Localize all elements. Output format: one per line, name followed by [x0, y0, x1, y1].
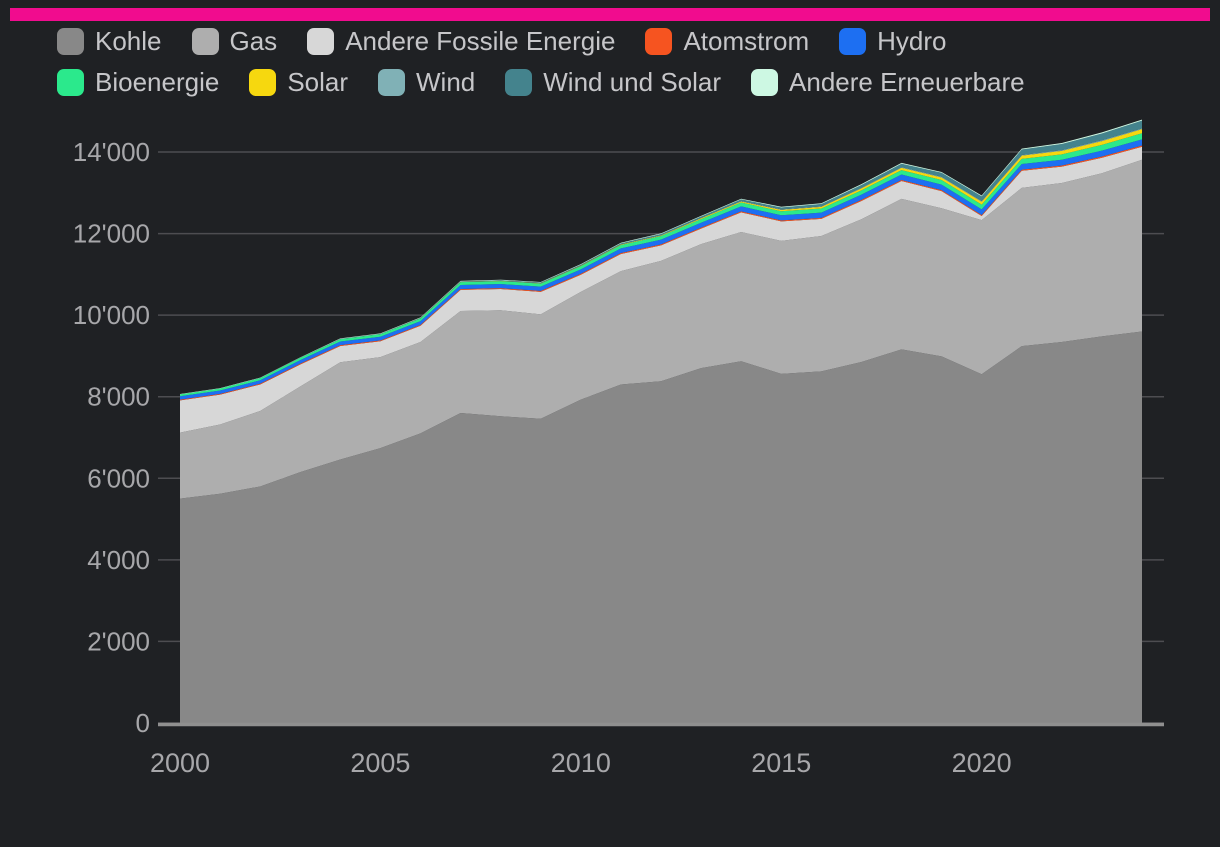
legend-label: Wind und Solar: [543, 67, 722, 97]
legend-row: Bioenergie Solar Wind Wind und Solar Andere …: [57, 68, 1197, 96]
legend-item-bioenergie[interactable]: Bioenergie: [57, 68, 219, 96]
y-axis-label: 4'000: [87, 545, 150, 575]
legend-swatch: [307, 27, 335, 55]
y-axis-label: 14'000: [73, 137, 150, 167]
area-series-wind-und-solar: [180, 120, 1142, 395]
x-axis-label: 2020: [952, 748, 1012, 778]
legend-swatch: [249, 68, 277, 96]
legend-label: Atomstrom: [683, 26, 810, 56]
legend-swatch: [751, 68, 779, 96]
legend-item-wind[interactable]: Wind: [378, 68, 475, 96]
area-series-kohle: [180, 331, 1142, 723]
legend-label: Bioenergie: [95, 67, 220, 97]
y-axis-label: 10'000: [73, 300, 150, 330]
y-axis-label: 6'000: [87, 463, 150, 493]
y-axis-label: 8'000: [87, 382, 150, 412]
legend-label: Andere Erneuerbare: [789, 67, 1025, 97]
area-series-solar: [180, 129, 1142, 395]
legend-swatch: [505, 68, 533, 96]
legend-item-solar[interactable]: Solar: [249, 68, 348, 96]
legend-label: Wind: [416, 67, 476, 97]
area-series-andere-fossile-energie: [180, 146, 1142, 433]
y-axis-label: 12'000: [73, 219, 150, 249]
legend-item-andere-fossile-energie[interactable]: Andere Fossile Energie: [307, 27, 615, 55]
x-axis-label: 2010: [551, 748, 611, 778]
area-series-gas: [180, 159, 1142, 499]
legend-label: Gas: [229, 26, 278, 56]
accent-top-bar: [10, 8, 1210, 21]
y-axis-label: 2'000: [87, 626, 150, 656]
legend-item-atomstrom[interactable]: Atomstrom: [645, 27, 809, 55]
legend-label: Kohle: [95, 26, 162, 56]
y-axis-label: 0: [136, 708, 150, 738]
legend-swatch: [191, 27, 219, 55]
x-axis-label: 2005: [350, 748, 410, 778]
area-series-hydro: [180, 139, 1142, 400]
legend-swatch: [378, 68, 406, 96]
legend-swatch: [645, 27, 673, 55]
legend-swatch: [57, 27, 84, 55]
legend-item-kohle[interactable]: Kohle: [57, 27, 162, 55]
legend-label: Andere Fossile Energie: [345, 26, 616, 56]
legend-label: Hydro: [877, 26, 947, 56]
x-axis-label: 2015: [751, 748, 811, 778]
legend-swatch: [839, 27, 867, 55]
legend-row: Kohle Gas Andere Fossile Energie Atomstrom H…: [57, 27, 1197, 55]
legend-item-gas[interactable]: Gas: [191, 26, 278, 56]
legend-item-wind-und-solar[interactable]: Wind und Solar: [505, 68, 721, 96]
area-series-bioenergie: [180, 133, 1142, 397]
legend-item-hydro[interactable]: Hydro: [839, 26, 947, 56]
chart-legend: Kohle Gas Andere Fossile Energie Atomstrom H…: [57, 27, 1197, 109]
legend-swatch: [57, 68, 84, 96]
legend-item-andere-erneuerbare[interactable]: Andere Erneuerbare: [751, 68, 1025, 96]
x-axis-label: 2000: [150, 748, 210, 778]
legend-label: Solar: [287, 67, 349, 97]
